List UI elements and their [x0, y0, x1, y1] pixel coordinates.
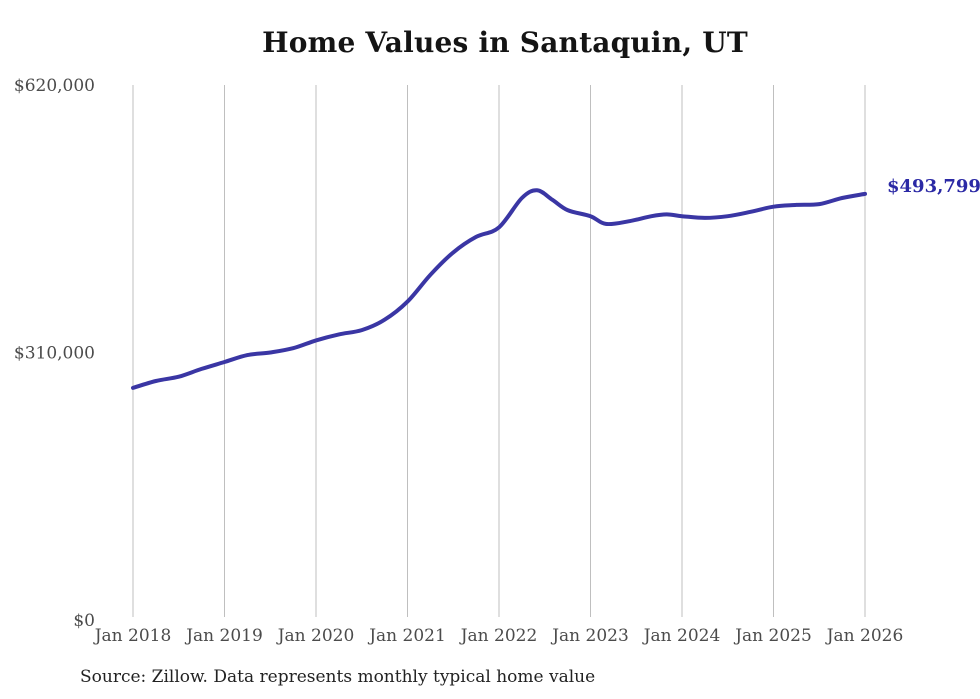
x-tick-label: Jan 2022 — [459, 626, 538, 646]
x-tick-label: Jan 2020 — [276, 626, 355, 646]
x-tick-label: Jan 2021 — [367, 626, 446, 646]
end-value-label: $493,799 — [887, 176, 980, 197]
x-tick-label: Jan 2023 — [550, 626, 629, 646]
x-tick-label: Jan 2019 — [184, 626, 263, 646]
chart-title: Home Values in Santaquin, UT — [262, 26, 748, 59]
y-tick-label: $620,000 — [14, 76, 95, 96]
x-tick-label: Jan 2025 — [733, 626, 812, 646]
x-tick-label: Jan 2026 — [825, 626, 904, 646]
x-tick-label: Jan 2018 — [93, 626, 172, 646]
y-tick-label: $0 — [73, 611, 95, 631]
y-tick-label: $310,000 — [14, 344, 95, 364]
home-value-line — [131, 188, 867, 390]
source-note: Source: Zillow. Data represents monthly … — [80, 667, 596, 687]
x-tick-label: Jan 2024 — [642, 626, 721, 646]
